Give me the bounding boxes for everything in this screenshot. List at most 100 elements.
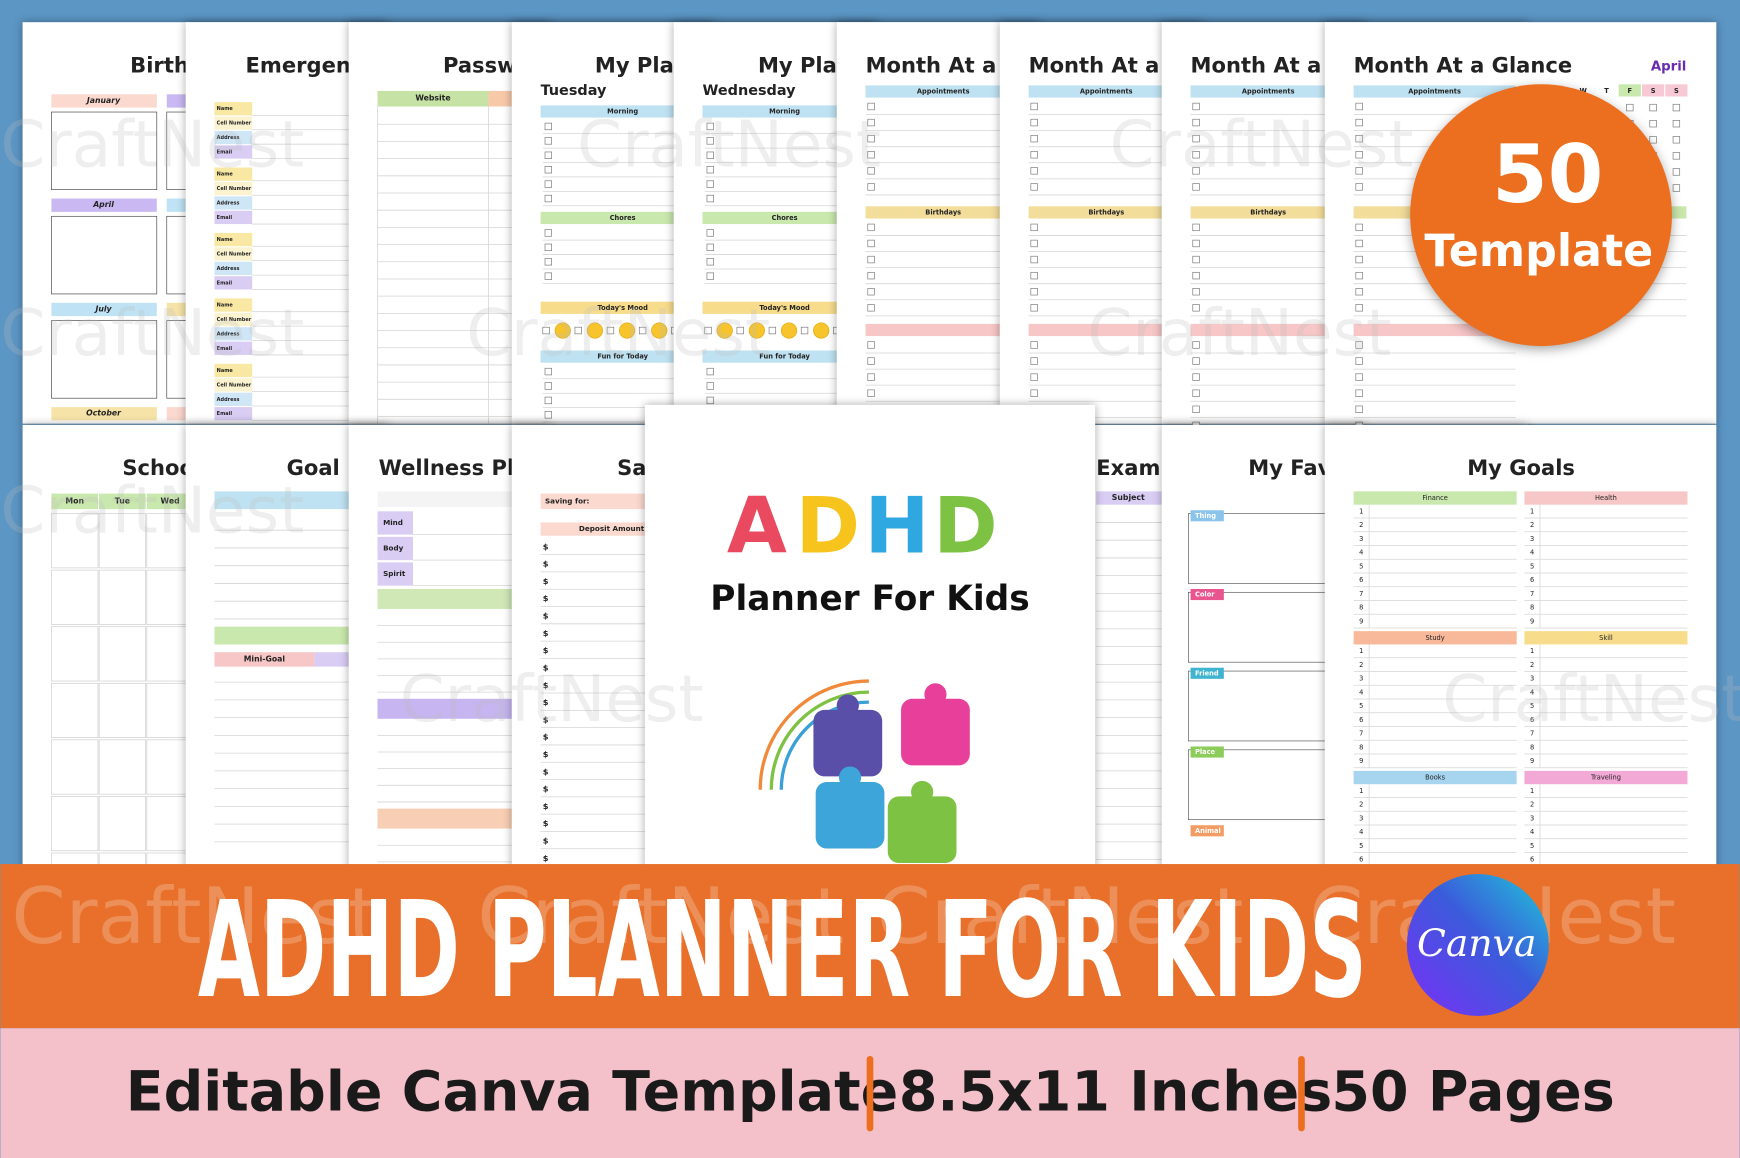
page-title: Month At a (1191, 53, 1322, 78)
currency: $ (543, 801, 549, 811)
section-bar (377, 588, 544, 609)
watermark: CraftNest (477, 872, 844, 962)
row-number: 2 (1530, 801, 1534, 809)
watermark: CraftNest (1442, 662, 1740, 737)
row-number: 6 (1530, 576, 1534, 584)
checkbox (867, 183, 875, 191)
row-number: 2 (1530, 661, 1534, 669)
label: Tue (115, 496, 130, 505)
currency: $ (543, 818, 549, 828)
checkbox (1355, 288, 1363, 296)
section-bar (1524, 770, 1688, 785)
checkbox (1030, 102, 1038, 111)
label: Birthdays (1250, 208, 1286, 216)
label: Email (217, 346, 233, 352)
checkbox (1192, 239, 1200, 248)
checkbox (544, 137, 552, 145)
label: Today's Mood (759, 304, 810, 312)
checkbox (544, 122, 552, 131)
date-box (51, 111, 158, 191)
checkbox (867, 341, 875, 349)
row-number: 3 (1530, 535, 1534, 543)
label: Birthdays (1088, 208, 1124, 216)
checkbox (638, 326, 647, 335)
section-bar (1353, 631, 1517, 645)
overlay: CraftNest CraftNest CraftNest CraftNest Craf… (0, 84, 1740, 1158)
row-number: 3 (1530, 675, 1534, 683)
checkbox (1030, 357, 1038, 365)
cell (51, 739, 99, 795)
checkbox (1355, 405, 1363, 413)
currency: $ (543, 576, 549, 586)
checkbox (1030, 183, 1038, 191)
checkbox (1672, 120, 1681, 128)
mood-emoji (554, 322, 571, 339)
cell (98, 796, 147, 852)
field-label (214, 167, 253, 181)
logo-letter: H (864, 481, 929, 571)
section-bar (377, 698, 544, 719)
checkbox (800, 326, 809, 335)
checkbox (867, 357, 875, 365)
watermark: CraftNest (11, 872, 378, 962)
checkbox (1672, 103, 1681, 112)
field-label (540, 493, 652, 510)
section-bar (540, 301, 707, 314)
checkbox (1030, 341, 1038, 349)
label: Friend (1195, 669, 1219, 677)
section-bar (702, 105, 869, 118)
checkbox (1672, 168, 1681, 176)
checkbox (867, 373, 875, 381)
field-label (214, 392, 253, 406)
row-number: 9 (1359, 617, 1363, 625)
checkbox (544, 396, 552, 405)
checkbox (1192, 183, 1200, 191)
day-head (51, 493, 98, 510)
label: Chores (610, 214, 636, 222)
currency: $ (543, 611, 549, 621)
label: S (1651, 87, 1656, 95)
label: Fun for Today (597, 353, 648, 361)
checkbox (867, 304, 875, 312)
day-head (1642, 84, 1665, 97)
label: T (1604, 87, 1609, 95)
row-number: 7 (1530, 590, 1534, 598)
row-number: 7 (1359, 730, 1363, 738)
checkbox (1355, 341, 1363, 349)
row-number: 6 (1530, 856, 1534, 864)
checkbox (1030, 389, 1038, 397)
label: Website (415, 94, 450, 103)
label: Cell Number (217, 252, 252, 258)
header-bar (214, 652, 315, 667)
label: Cell Number (217, 382, 252, 388)
row-number: 8 (1359, 604, 1363, 612)
checkbox (706, 243, 714, 252)
section-bar (702, 350, 869, 363)
puzzle-knob (836, 694, 859, 717)
logo-ring (758, 679, 869, 790)
checkbox (1192, 341, 1200, 349)
month-bar (51, 302, 157, 317)
cover-subtitle: Planner For Kids (710, 579, 1029, 619)
row-number: 9 (1530, 757, 1534, 765)
currency: $ (543, 835, 549, 845)
row-number: 5 (1530, 702, 1534, 710)
checkbox (544, 166, 552, 174)
checkbox (544, 180, 552, 188)
row-number: 5 (1359, 562, 1363, 570)
section-bar (865, 206, 1021, 219)
label: Books (1425, 774, 1446, 782)
row-number: 1 (1359, 647, 1363, 655)
section-bar (1028, 85, 1184, 98)
checkbox (768, 326, 777, 335)
section-bar (540, 350, 707, 363)
row-number: 4 (1530, 549, 1534, 557)
section-bar (1190, 323, 1346, 337)
currency: $ (543, 784, 549, 794)
row-number: 1 (1359, 787, 1363, 795)
row-number: 3 (1359, 814, 1363, 822)
label: Cell Number (217, 317, 252, 323)
header-bar (214, 626, 392, 645)
row-number: 7 (1359, 590, 1363, 598)
label: Chores (772, 214, 798, 222)
